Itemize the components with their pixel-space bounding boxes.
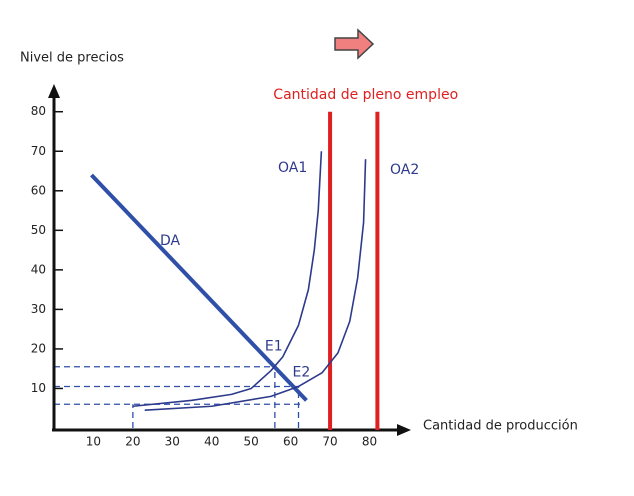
x-axis-arrow: [397, 424, 411, 436]
x-tick-label: 50: [244, 435, 259, 449]
x-axis-label: Cantidad de producción: [423, 419, 578, 434]
curve-label: OA2: [390, 162, 419, 178]
curve: [132, 151, 323, 408]
curve-label: OA1: [278, 160, 307, 176]
x-tick-label: 30: [165, 435, 180, 449]
y-tick-label: 30: [31, 302, 46, 316]
y-tick-label: 80: [31, 104, 46, 118]
curve: [144, 159, 367, 412]
x-tick-label: 70: [322, 435, 337, 449]
x-tick-label: 80: [362, 435, 377, 449]
x-tick-label: 10: [86, 435, 101, 449]
y-tick-label: 70: [31, 144, 46, 158]
point-label: E2: [293, 364, 311, 380]
point-label: E1: [265, 339, 283, 355]
shift-arrow: [334, 28, 375, 60]
curve: [90, 173, 308, 402]
curve-label: DA: [160, 233, 181, 249]
x-tick-label: 40: [204, 435, 219, 449]
x-tick-label: 60: [283, 435, 298, 449]
y-tick-label: 50: [31, 223, 46, 237]
y-axis-label: Nivel de precios: [20, 51, 124, 66]
y-tick-label: 60: [31, 183, 46, 197]
full-employment-label: Cantidad de pleno empleo: [273, 87, 458, 103]
x-tick-label: 20: [125, 435, 140, 449]
y-tick-label: 40: [31, 262, 46, 276]
y-axis-arrow: [48, 84, 60, 98]
y-tick-label: 10: [31, 381, 46, 395]
y-tick-label: 20: [31, 341, 46, 355]
